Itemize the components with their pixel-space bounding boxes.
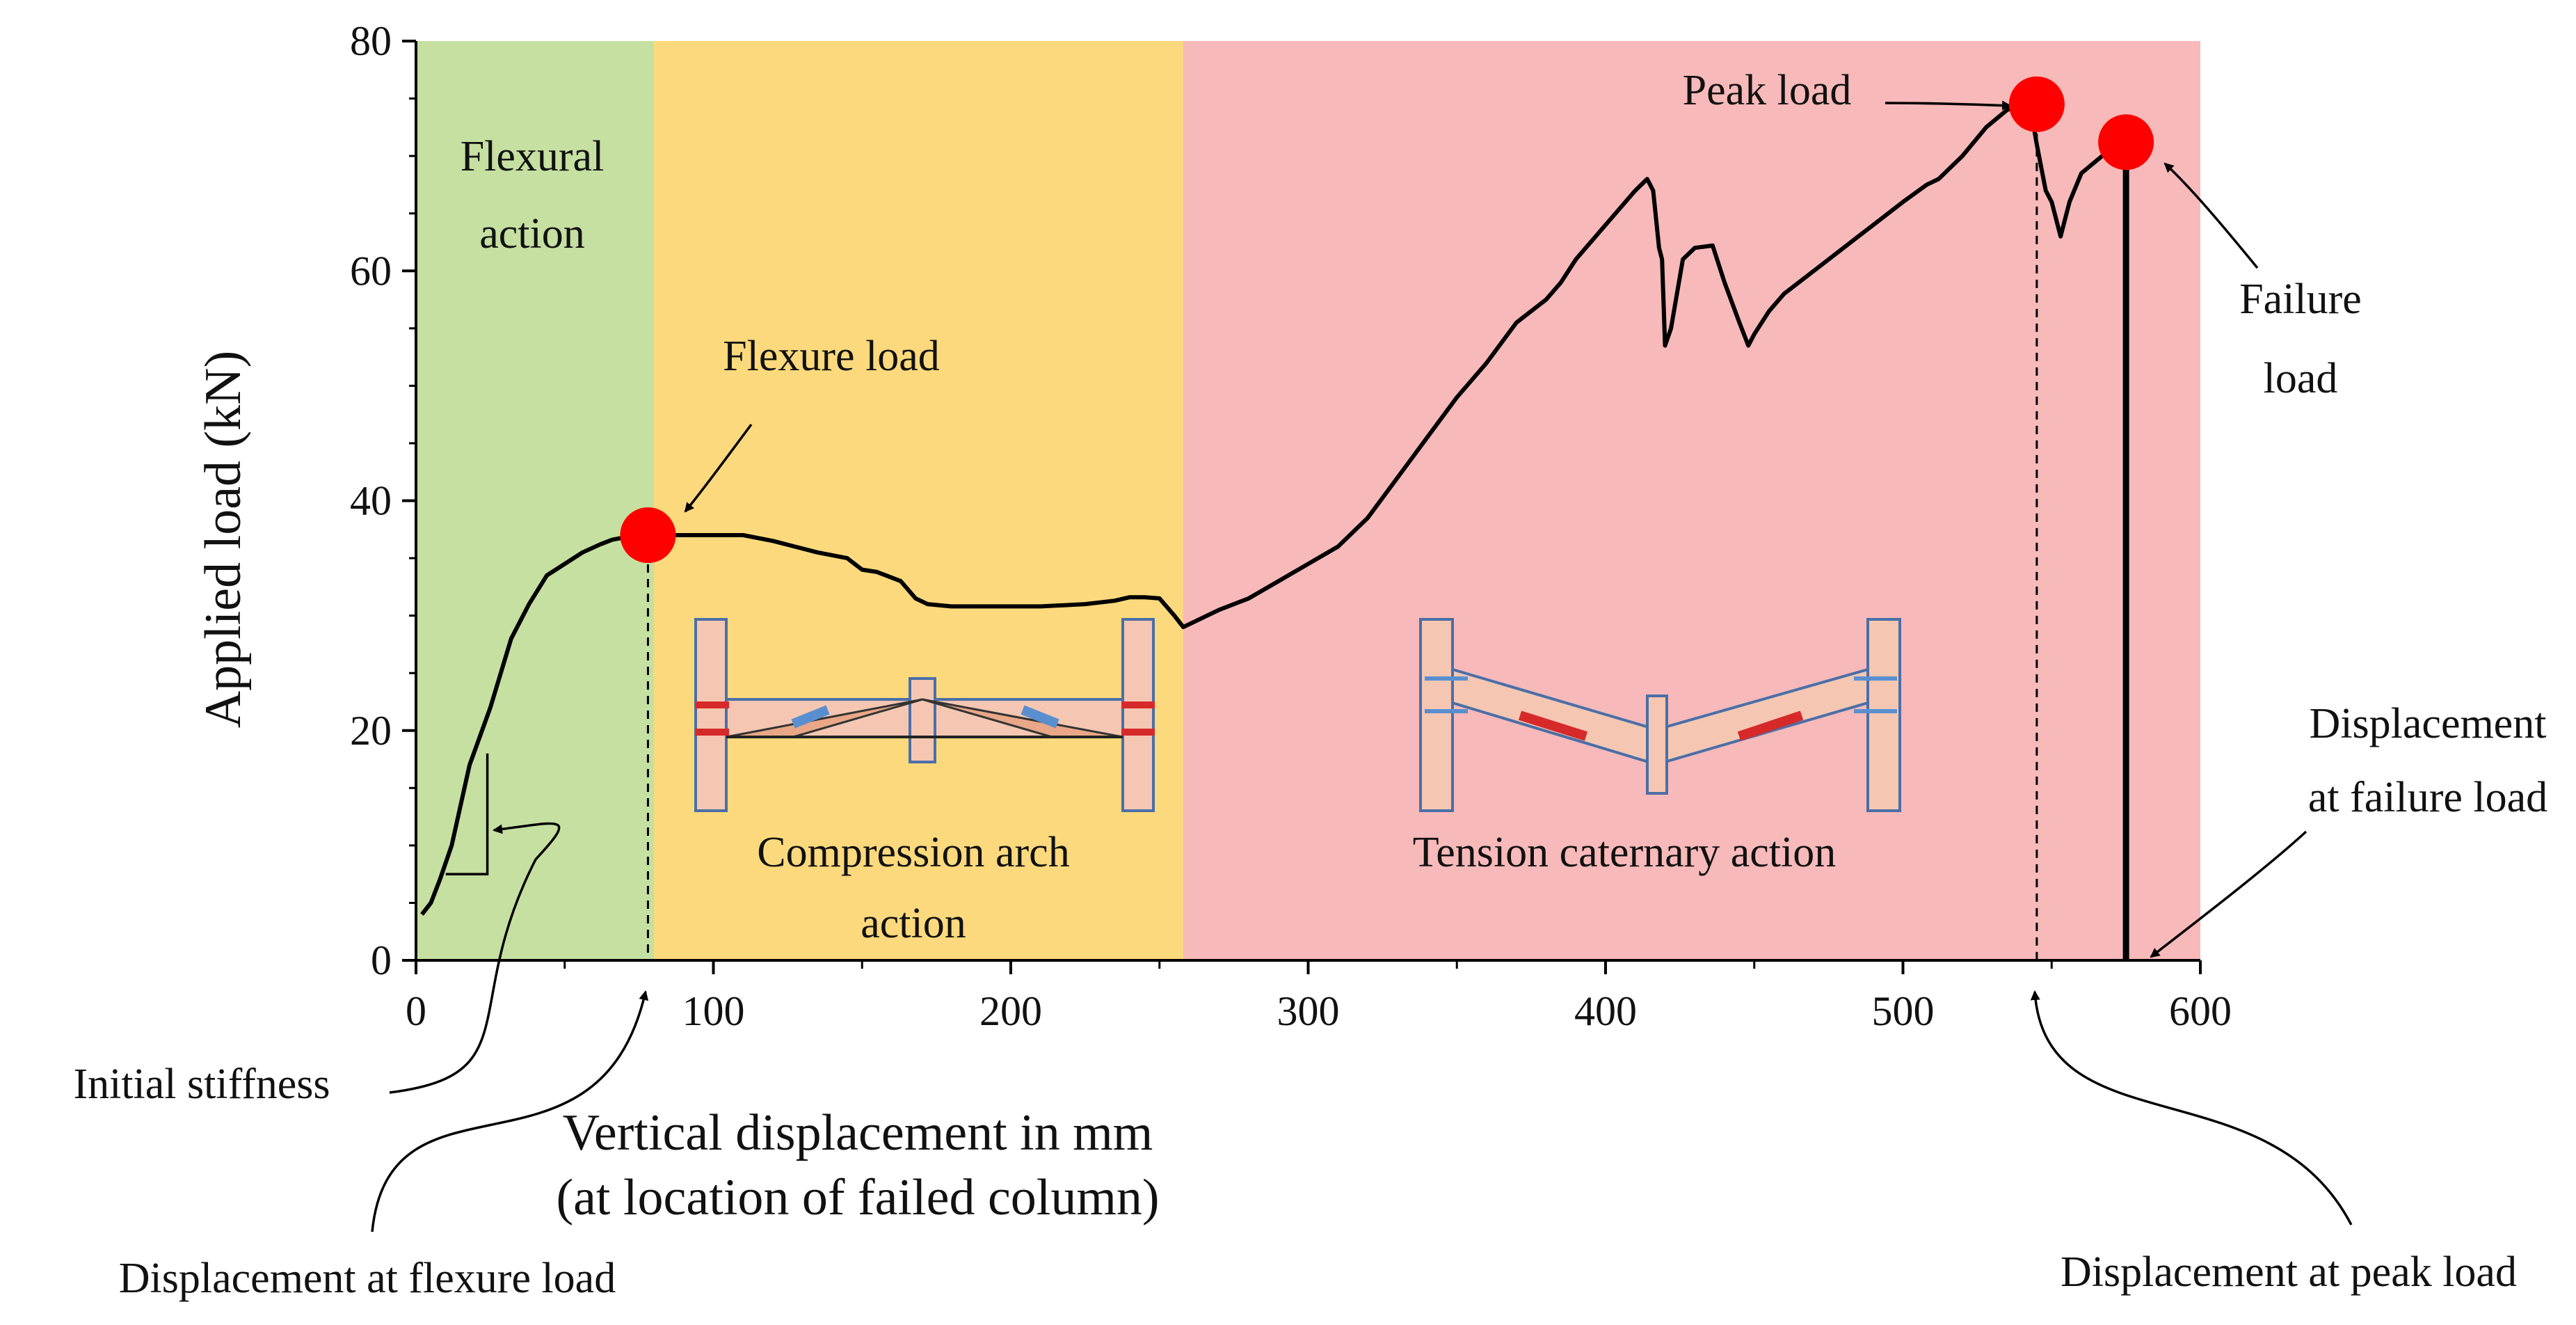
x-tick-label: 600 xyxy=(2169,988,2232,1034)
marker-peak xyxy=(2008,76,2065,132)
structural-diagrams xyxy=(694,618,1901,812)
column-shape xyxy=(694,618,728,812)
x-tick-label: 0 xyxy=(406,988,426,1034)
flexure-load-label: Flexure load xyxy=(723,333,940,380)
column-shape xyxy=(1121,618,1155,812)
initial-stiffness-label: Initial stiffness xyxy=(73,1061,330,1108)
column-shape xyxy=(1866,618,1901,812)
x-axis-title: Vertical displacement in mm xyxy=(563,1104,1153,1161)
x-axis-title-line2: (at location of failed column) xyxy=(556,1169,1159,1226)
x-tick-label: 200 xyxy=(979,988,1042,1034)
y-tick-label: 80 xyxy=(350,18,392,64)
stiffness-triangle xyxy=(445,753,489,875)
marker-failure xyxy=(2098,114,2154,170)
force-arrow-blue xyxy=(1021,705,1059,729)
displacement-peak-label: Displacement at peak load xyxy=(2061,1248,2517,1296)
force-arrow-blue xyxy=(791,705,830,729)
initial-stiffness-arrow xyxy=(389,822,561,1094)
y-tick-label: 20 xyxy=(350,708,392,754)
displacement-failure-arrow xyxy=(2150,830,2307,958)
force-arrow-red xyxy=(1737,711,1804,741)
region-label-tension: Tension caternary action xyxy=(1413,829,1837,876)
column-stub-shape xyxy=(1646,695,1668,795)
region-flexural xyxy=(416,41,654,960)
column-shape xyxy=(1419,618,1454,812)
region-label-flexural: Flexural xyxy=(461,133,605,180)
key-points xyxy=(620,76,2154,564)
x-tick-label: 400 xyxy=(1574,988,1637,1034)
region-compression xyxy=(654,41,1183,960)
y-tick-label: 0 xyxy=(371,937,392,983)
marker-flexure xyxy=(620,507,676,564)
region-label-flexural: action xyxy=(479,210,585,257)
annotations: Flexure load Peak load Failure load Initial … xyxy=(73,67,2547,1302)
failure-load-label: Failure xyxy=(2239,276,2362,323)
x-tick-label: 500 xyxy=(1872,988,1935,1034)
displacement-failure-label: at failure load xyxy=(2308,774,2547,821)
axes: 0 20 40 60 80 0 100 200 300 400 500 600 xyxy=(350,18,2232,1034)
peak-load-arrow xyxy=(1885,100,2012,111)
displacement-flexure-arrow xyxy=(371,990,649,1232)
displacement-flexure-label: Displacement at flexure load xyxy=(119,1255,616,1302)
region-tension xyxy=(1183,41,2200,960)
flexure-load-arrow xyxy=(684,423,753,513)
displacement-failure-label: Displacement xyxy=(2310,700,2547,747)
x-tick-label: 300 xyxy=(1277,988,1340,1034)
y-axis-title: Applied load (kN) xyxy=(195,351,252,729)
region-label-compression: Compression arch xyxy=(757,829,1069,876)
force-arrow-red xyxy=(1518,711,1588,741)
failure-load-arrow xyxy=(2163,162,2259,269)
peak-load-label: Peak load xyxy=(1683,67,1852,114)
y-tick-label: 40 xyxy=(350,478,392,524)
region-label-compression: action xyxy=(861,900,966,947)
y-tick-label: 60 xyxy=(350,248,392,294)
failure-load-label: load xyxy=(2264,355,2338,402)
column-stub-shape xyxy=(909,677,936,763)
action-regions: Flexural action Compression arch action Tens… xyxy=(416,41,2200,960)
displacement-peak-arrow xyxy=(2030,990,2353,1225)
x-tick-label: 100 xyxy=(682,988,745,1034)
